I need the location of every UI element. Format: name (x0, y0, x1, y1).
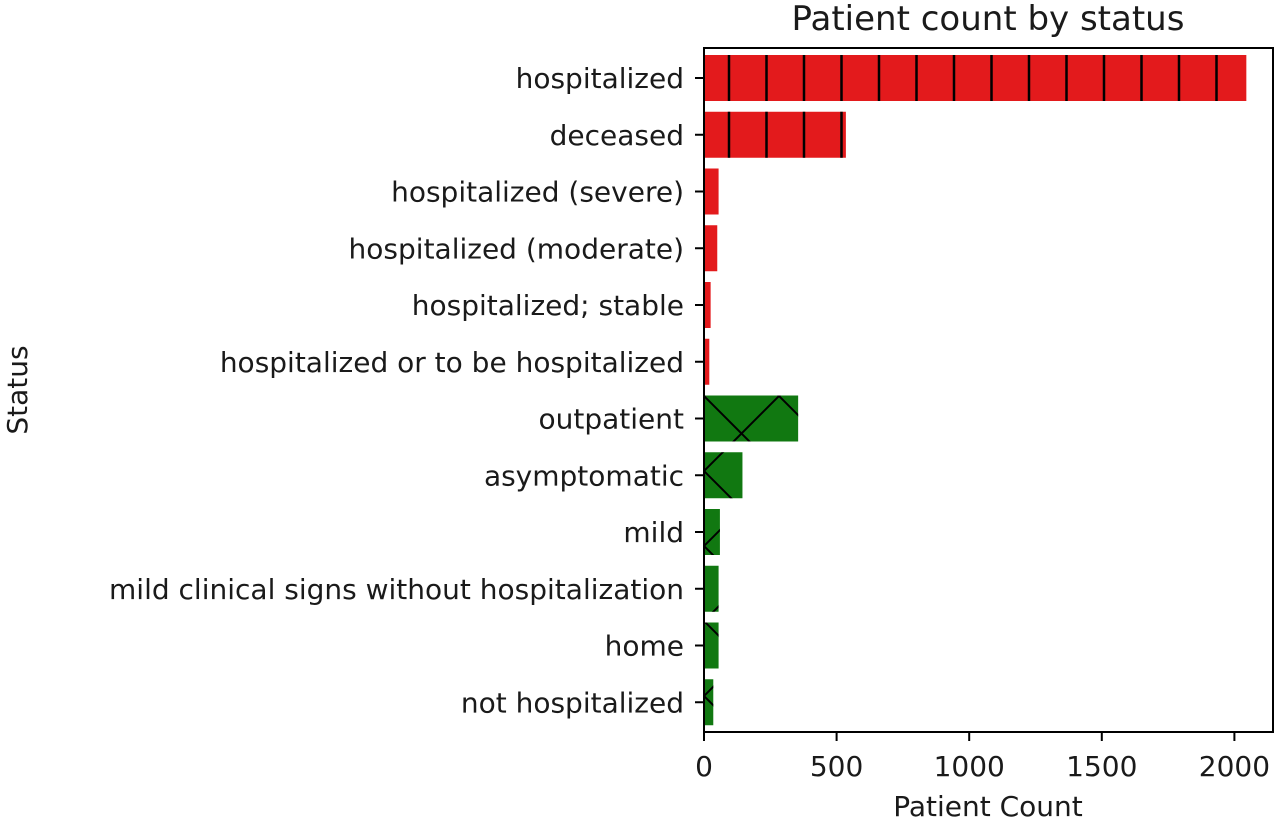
x-axis-label: Patient Count (893, 790, 1083, 821)
bars-layer (704, 55, 1247, 726)
y-tick-label: outpatient (539, 403, 685, 436)
x-tick-label: 1500 (1066, 750, 1137, 783)
y-tick-label: deceased (550, 119, 684, 152)
y-tick-label: not hospitalized (461, 686, 684, 719)
y-axis-label: Status (1, 345, 34, 434)
y-tick-label: hospitalized or to be hospitalized (220, 346, 684, 379)
x-tick-label: 1000 (934, 750, 1005, 783)
bar-hatch (704, 168, 719, 215)
chart-title: Patient count by status (792, 0, 1185, 39)
y-axis-ticks: hospitalized deceased hospitalized (severe… (109, 62, 704, 719)
y-tick-label: home (605, 630, 684, 663)
y-tick-label: hospitalized (moderate) (349, 232, 684, 265)
bar-hatch (704, 452, 743, 499)
bar-hatch (704, 338, 710, 385)
y-tick-label: asymptomatic (484, 459, 684, 492)
x-tick-label: 0 (695, 750, 713, 783)
bar-hatch (704, 55, 1247, 101)
plot-frame (703, 47, 1274, 733)
y-tick-label: mild clinical signs without hospitalizat… (109, 573, 684, 606)
x-axis-ticks: 0 500 1000 1500 2000 (695, 732, 1270, 783)
bar-hatch (704, 282, 711, 328)
y-tick-label: hospitalized (severe) (391, 176, 684, 209)
y-tick-label: mild (623, 516, 684, 549)
x-tick-label: 500 (810, 750, 863, 783)
y-tick-label: hospitalized; stable (412, 289, 684, 322)
bar-hatch (704, 622, 719, 669)
bar-hatch (704, 111, 846, 158)
bar-hatch (704, 395, 799, 442)
bar-hatch (704, 509, 720, 555)
bar-hatch (704, 225, 718, 272)
bar-hatch (704, 565, 719, 612)
y-tick-label: hospitalized (516, 62, 684, 95)
x-tick-label: 2000 (1199, 750, 1270, 783)
bar-hatch (704, 679, 714, 726)
